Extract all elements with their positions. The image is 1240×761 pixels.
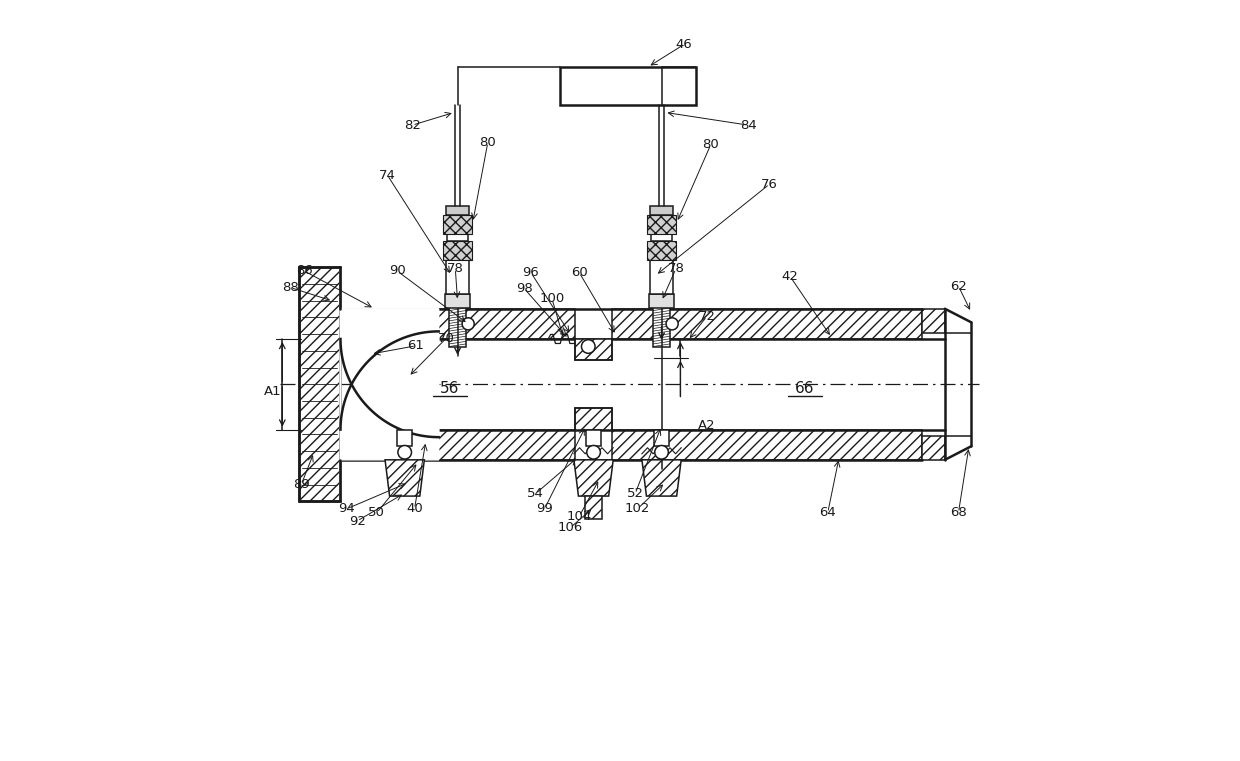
Text: 86: 86: [296, 265, 312, 278]
Text: 40: 40: [407, 502, 423, 515]
Text: 99: 99: [536, 502, 553, 515]
Bar: [653, 295, 670, 346]
Bar: [449, 295, 466, 346]
Bar: [651, 234, 672, 241]
Polygon shape: [386, 460, 424, 496]
Text: 78: 78: [667, 263, 684, 275]
Bar: [649, 295, 675, 308]
Bar: [587, 430, 601, 446]
Bar: [650, 206, 673, 215]
Bar: [647, 215, 676, 234]
Text: 46: 46: [676, 38, 693, 51]
Text: 64: 64: [820, 506, 836, 519]
Circle shape: [463, 318, 474, 330]
Circle shape: [655, 445, 668, 459]
Text: 61: 61: [408, 339, 424, 352]
Text: 72: 72: [698, 310, 715, 323]
Text: 96: 96: [522, 266, 539, 279]
Circle shape: [398, 445, 412, 459]
Bar: [446, 234, 469, 241]
Bar: [559, 67, 696, 105]
Text: 94: 94: [339, 502, 355, 515]
Text: 60: 60: [570, 266, 588, 279]
Circle shape: [582, 339, 595, 353]
Text: 84: 84: [740, 119, 756, 132]
Bar: [923, 309, 945, 333]
Text: 56: 56: [440, 380, 460, 396]
Bar: [443, 241, 472, 260]
Text: 54: 54: [527, 487, 544, 500]
Circle shape: [587, 445, 600, 459]
Text: 80: 80: [702, 139, 719, 151]
Bar: [647, 241, 676, 260]
Bar: [443, 215, 472, 234]
Text: 80: 80: [480, 136, 496, 149]
Bar: [341, 430, 574, 460]
Bar: [923, 435, 945, 460]
Bar: [574, 409, 613, 430]
Text: 62: 62: [950, 279, 967, 292]
Text: 50: 50: [368, 506, 386, 519]
Bar: [613, 309, 923, 339]
Bar: [341, 309, 574, 339]
Text: 90: 90: [389, 265, 405, 278]
Text: 98: 98: [516, 282, 532, 295]
Polygon shape: [574, 460, 614, 496]
Text: 102: 102: [625, 502, 650, 515]
Text: 89: 89: [293, 478, 310, 492]
Text: 82: 82: [404, 119, 420, 132]
Bar: [650, 260, 673, 295]
Bar: [585, 496, 601, 519]
Text: A1: A1: [264, 385, 281, 398]
Bar: [613, 430, 923, 460]
Polygon shape: [341, 268, 439, 460]
Bar: [574, 339, 613, 360]
Text: 88: 88: [283, 281, 299, 294]
Text: 104: 104: [567, 510, 591, 523]
Circle shape: [666, 318, 678, 330]
Text: A2: A2: [698, 419, 715, 432]
Bar: [653, 430, 670, 446]
Text: 78: 78: [446, 263, 464, 275]
Text: 66: 66: [795, 380, 815, 396]
Bar: [299, 267, 341, 501]
Text: 76: 76: [761, 177, 777, 190]
Text: 106: 106: [558, 521, 583, 534]
Bar: [446, 206, 469, 215]
Text: 74: 74: [379, 168, 396, 182]
Text: 52: 52: [626, 487, 644, 500]
Text: 92: 92: [348, 514, 366, 527]
Text: 68: 68: [950, 506, 967, 519]
Polygon shape: [642, 460, 681, 496]
Text: 100: 100: [539, 292, 564, 305]
Text: 70: 70: [438, 332, 455, 345]
Text: 42: 42: [781, 269, 799, 283]
Bar: [446, 260, 469, 295]
Bar: [445, 295, 470, 308]
Bar: [397, 430, 412, 446]
Polygon shape: [341, 309, 439, 501]
